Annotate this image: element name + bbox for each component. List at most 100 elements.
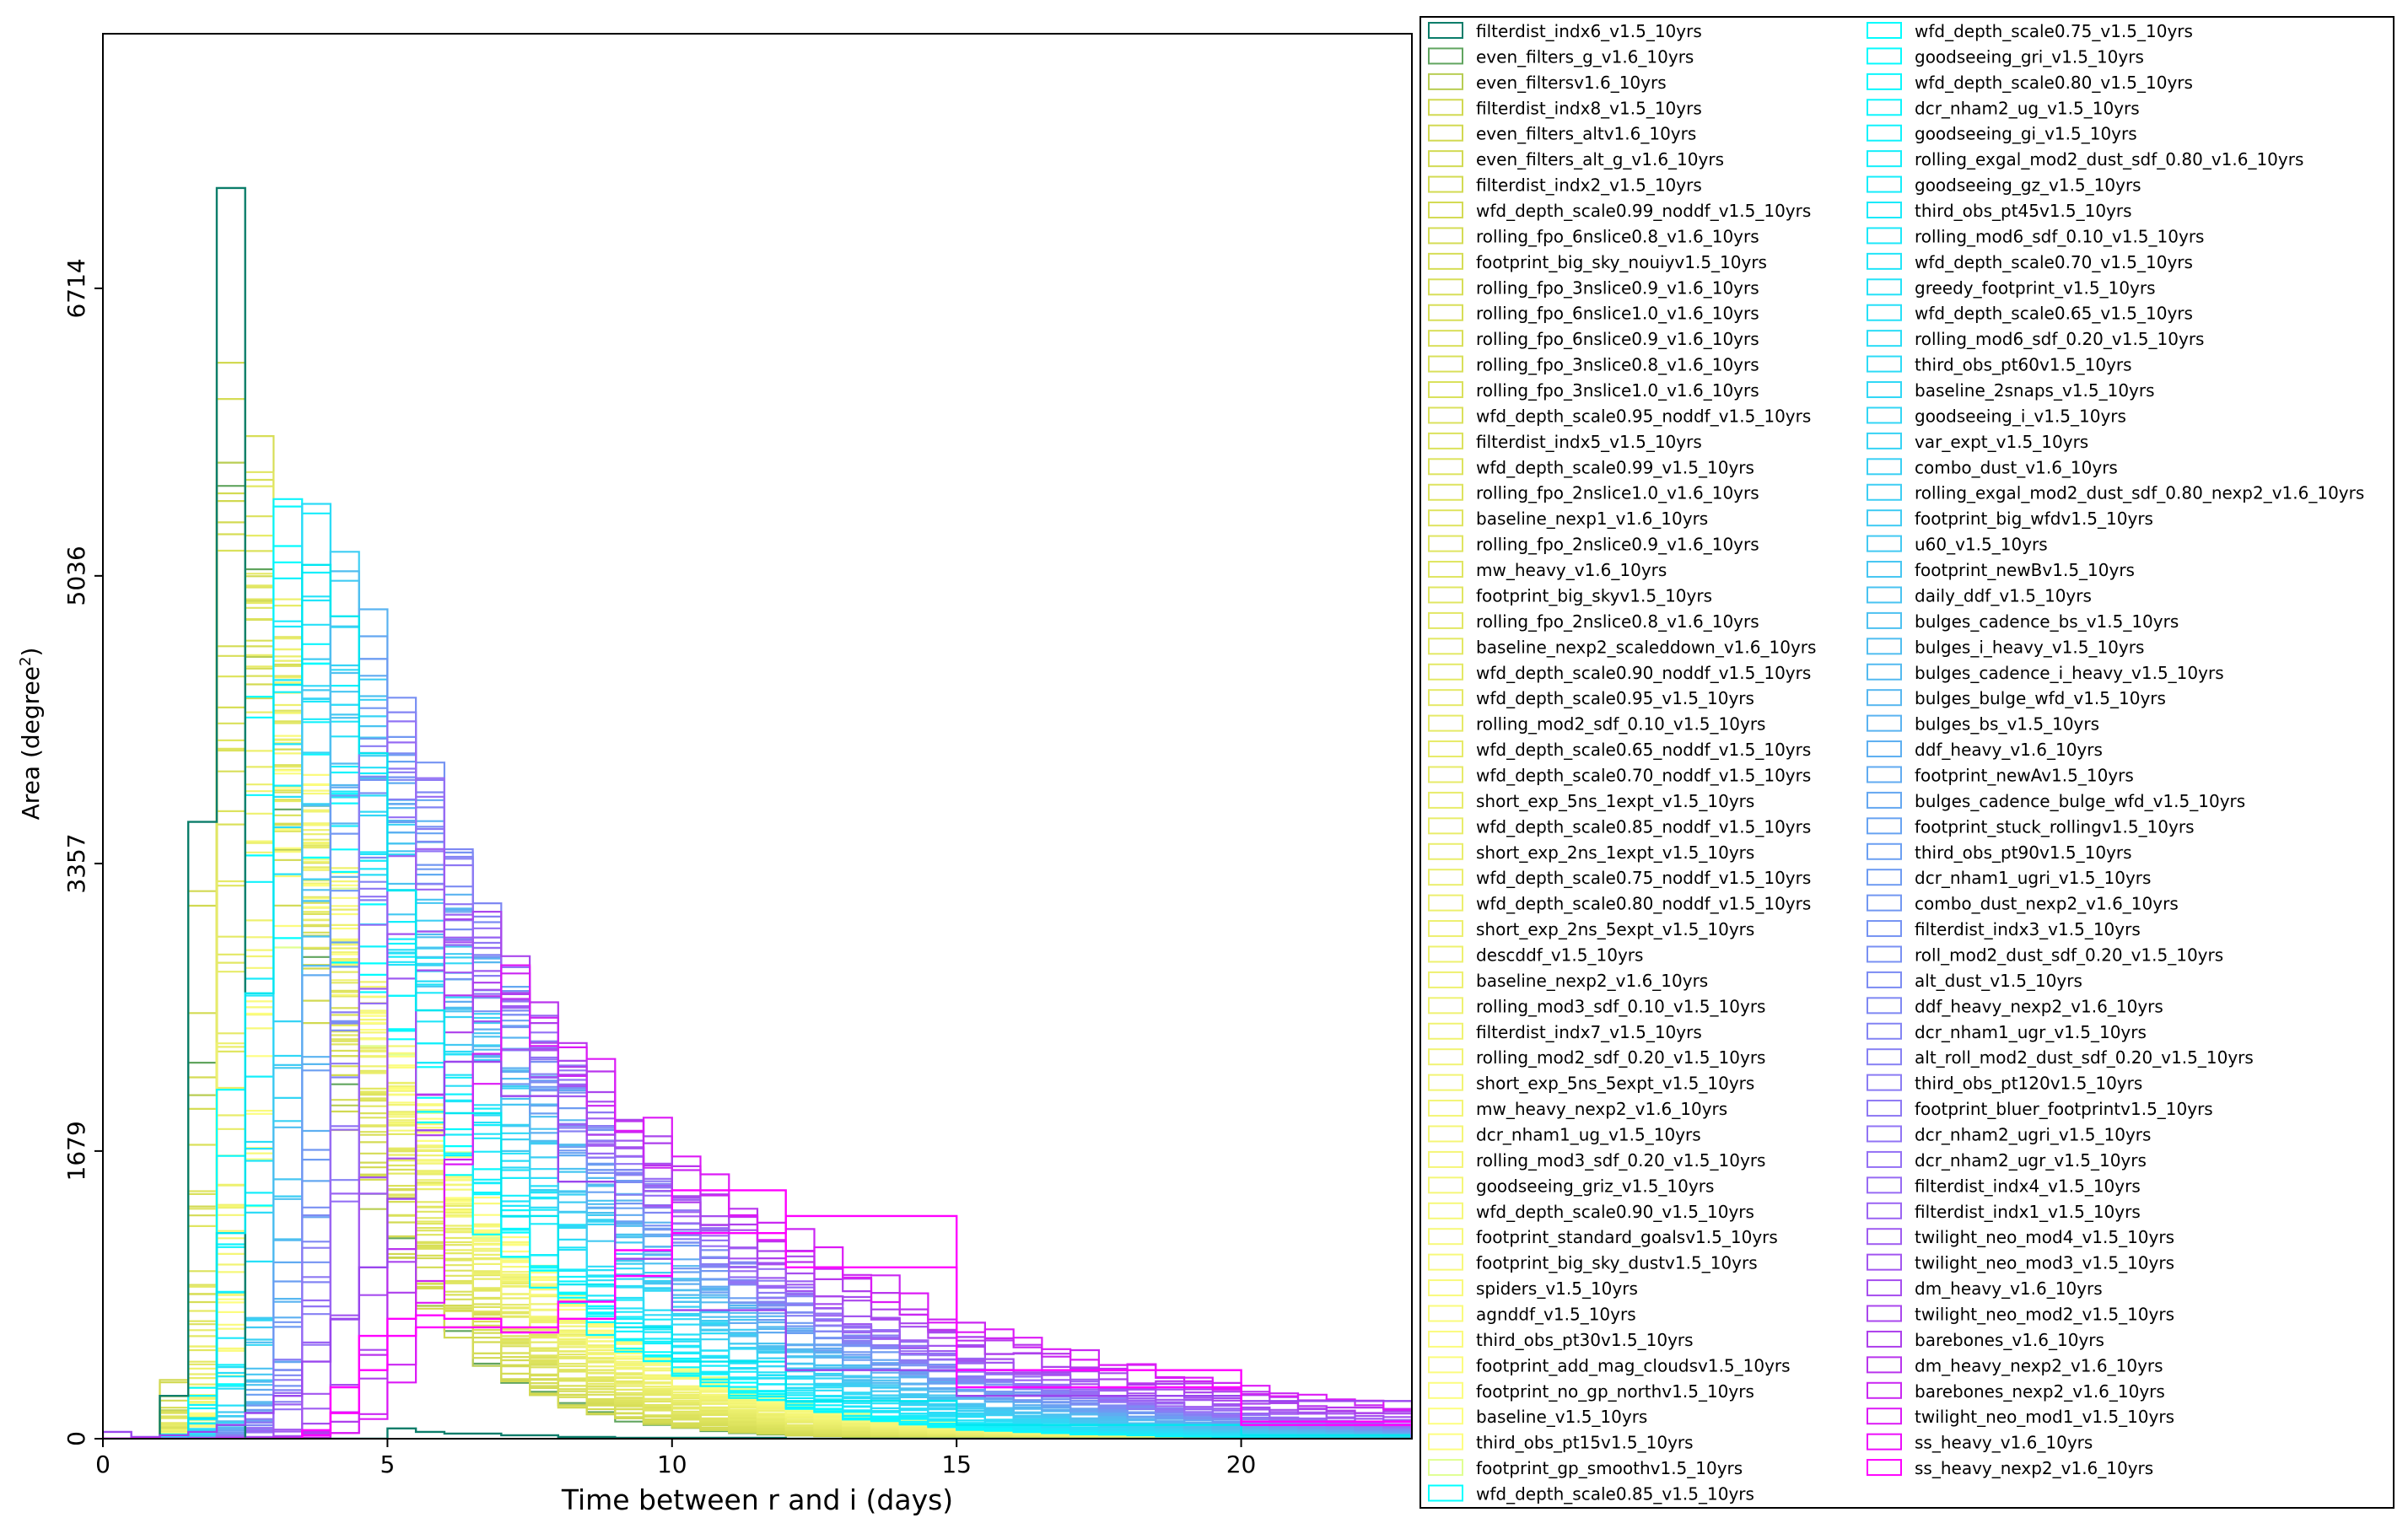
histogram-series-line — [103, 570, 1412, 1439]
legend-entry-label: twilight_neo_mod4_v1.5_10yrs — [1915, 1227, 2174, 1247]
legend-entry-label: wfd_depth_scale0.95_noddf_v1.5_10yrs — [1476, 406, 1811, 426]
legend-entry-label: wfd_depth_scale0.75_v1.5_10yrs — [1915, 21, 2193, 41]
legend-entry-label: bulges_i_heavy_v1.5_10yrs — [1915, 637, 2144, 657]
legend-entry-label: third_obs_pt15v1.5_10yrs — [1476, 1433, 1694, 1453]
histogram-series-line — [103, 689, 1412, 1439]
legend-swatch — [1867, 47, 1902, 65]
legend-entry-label: wfd_depth_scale0.65_v1.5_10yrs — [1915, 304, 2193, 324]
legend-entry-label: daily_ddf_v1.5_10yrs — [1915, 585, 2092, 606]
legend-entry-label: baseline_nexp2_v1.6_10yrs — [1476, 971, 1708, 991]
legend-swatch — [1867, 278, 1902, 296]
legend-swatch — [1428, 945, 1463, 963]
legend-swatch — [1867, 124, 1902, 142]
legend-entry-label: dcr_nham2_ug_v1.5_10yrs — [1915, 98, 2140, 118]
legend-entry-label: barebones_nexp2_v1.6_10yrs — [1915, 1381, 2165, 1402]
legend-swatch — [1428, 330, 1463, 347]
y-tick-label: 1679 — [62, 1121, 90, 1181]
legend-swatch — [1867, 227, 1902, 245]
legend-entry-label: dcr_nham1_ugr_v1.5_10yrs — [1915, 1022, 2147, 1042]
legend-swatch — [1428, 1279, 1463, 1297]
legend-swatch — [1428, 278, 1463, 296]
legend-swatch — [1867, 1305, 1902, 1322]
legend-swatch — [1867, 1253, 1902, 1271]
legend-swatch — [1428, 920, 1463, 938]
y-tick-label: 3357 — [62, 833, 90, 893]
legend-entry-label: wfd_depth_scale0.75_noddf_v1.5_10yrs — [1476, 868, 1811, 888]
legend-entry-label: wfd_depth_scale0.70_noddf_v1.5_10yrs — [1476, 765, 1811, 785]
legend-entry-label: rolling_fpo_6nslice0.8_v1.6_10yrs — [1476, 226, 1759, 246]
legend-swatch — [1428, 971, 1463, 988]
legend-entry-label: filterdist_indx5_v1.5_10yrs — [1476, 432, 1702, 452]
legend-swatch — [1867, 1279, 1902, 1297]
legend-swatch — [1428, 124, 1463, 142]
legend-swatch — [1867, 1408, 1902, 1425]
legend-swatch — [1428, 1459, 1463, 1477]
legend-entry-label: baseline_2snaps_v1.5_10yrs — [1915, 380, 2155, 401]
legend-entry-label: footprint_stuck_rollingv1.5_10yrs — [1915, 816, 2195, 837]
legend-swatch — [1867, 73, 1902, 90]
legend-swatch — [1867, 406, 1902, 424]
legend-entry-label: twilight_neo_mod1_v1.5_10yrs — [1915, 1407, 2174, 1427]
legend-entry-label: dcr_nham2_ugr_v1.5_10yrs — [1915, 1150, 2147, 1171]
legend-swatch — [1428, 509, 1463, 527]
y-tick-label: 6714 — [62, 258, 90, 318]
legend-swatch — [1428, 894, 1463, 912]
legend-entry-label: twilight_neo_mod2_v1.5_10yrs — [1915, 1305, 2174, 1325]
histogram-series-line — [103, 745, 1412, 1439]
legend-swatch — [1428, 1433, 1463, 1451]
legend-entry-label: alt_roll_mod2_dust_sdf_0.20_v1.5_10yrs — [1915, 1047, 2254, 1068]
legend-entry-label: wfd_depth_scale0.95_v1.5_10yrs — [1476, 688, 1754, 708]
legend-swatch — [1867, 920, 1902, 938]
legend-swatch — [1428, 432, 1463, 449]
legend-entry-label: footprint_gp_smoothv1.5_10yrs — [1476, 1458, 1743, 1478]
legend-entry-label: third_obs_pt45v1.5_10yrs — [1915, 201, 2132, 221]
legend-entry-label: goodseeing_gi_v1.5_10yrs — [1915, 124, 2137, 144]
legend-entry-label: rolling_fpo_3nslice0.9_v1.6_10yrs — [1476, 277, 1759, 298]
legend-swatch — [1867, 714, 1902, 732]
legend-swatch — [1867, 432, 1902, 449]
legend-entry-label: filterdist_indx6_v1.5_10yrs — [1476, 21, 1702, 41]
legend-swatch — [1428, 1228, 1463, 1246]
legend-entry-label: rolling_mod2_sdf_0.10_v1.5_10yrs — [1476, 714, 1765, 735]
plot-frame — [102, 33, 1413, 1440]
legend-swatch — [1867, 561, 1902, 579]
legend-swatch — [1428, 458, 1463, 476]
legend-swatch — [1867, 1022, 1902, 1040]
legend-entry-label: rolling_mod3_sdf_0.10_v1.5_10yrs — [1476, 996, 1765, 1016]
legend-entry-label: filterdist_indx8_v1.5_10yrs — [1476, 98, 1702, 118]
legend-swatch — [1867, 740, 1902, 758]
legend-swatch — [1867, 894, 1902, 912]
legend-entry-label: short_exp_2ns_1expt_v1.5_10yrs — [1476, 842, 1754, 863]
legend-entry-label: footprint_bluer_footprintv1.5_10yrs — [1915, 1099, 2213, 1119]
legend-entry-label: ddf_heavy_v1.6_10yrs — [1915, 740, 2103, 760]
legend-swatch — [1428, 561, 1463, 579]
legend-entry-label: var_expt_v1.5_10yrs — [1915, 432, 2088, 452]
legend-swatch — [1867, 1074, 1902, 1091]
legend-entry-label: wfd_depth_scale0.70_v1.5_10yrs — [1915, 252, 2193, 272]
legend-entry-label: rolling_fpo_3nslice1.0_v1.6_10yrs — [1476, 380, 1759, 401]
legend-swatch — [1867, 22, 1902, 39]
legend-entry-label: rolling_mod2_sdf_0.20_v1.5_10yrs — [1476, 1047, 1765, 1068]
legend-entry-label: spiders_v1.5_10yrs — [1476, 1278, 1638, 1299]
legend-entry-label: third_obs_pt60v1.5_10yrs — [1915, 355, 2132, 375]
legend-entry-label: dcr_nham2_ugri_v1.5_10yrs — [1915, 1124, 2151, 1144]
legend-entry-label: ddf_heavy_nexp2_v1.6_10yrs — [1915, 996, 2163, 1016]
legend-swatch — [1428, 406, 1463, 424]
legend-swatch — [1428, 714, 1463, 732]
legend-swatch — [1428, 689, 1463, 707]
legend-entry-label: footprint_big_wfdv1.5_10yrs — [1915, 509, 2153, 529]
legend-swatch — [1867, 638, 1902, 655]
legend-entry-label: dcr_nham1_ugri_v1.5_10yrs — [1915, 868, 2151, 888]
plot-area — [103, 186, 1412, 1439]
legend-entry-label: ss_heavy_nexp2_v1.6_10yrs — [1915, 1458, 2153, 1478]
x-tick-label: 20 — [1226, 1451, 1257, 1478]
legend-entry-label: footprint_big_sky_nouiyv1.5_10yrs — [1476, 252, 1767, 272]
legend-swatch — [1867, 1433, 1902, 1451]
legend-entry-label: even_filters_altv1.6_10yrs — [1476, 124, 1696, 144]
legend-entry-label: third_obs_pt30v1.5_10yrs — [1476, 1330, 1694, 1350]
legend-entry-label: baseline_v1.5_10yrs — [1476, 1407, 1647, 1427]
legend-swatch — [1428, 997, 1463, 1015]
legend-swatch — [1867, 971, 1902, 988]
legend-swatch — [1867, 330, 1902, 347]
